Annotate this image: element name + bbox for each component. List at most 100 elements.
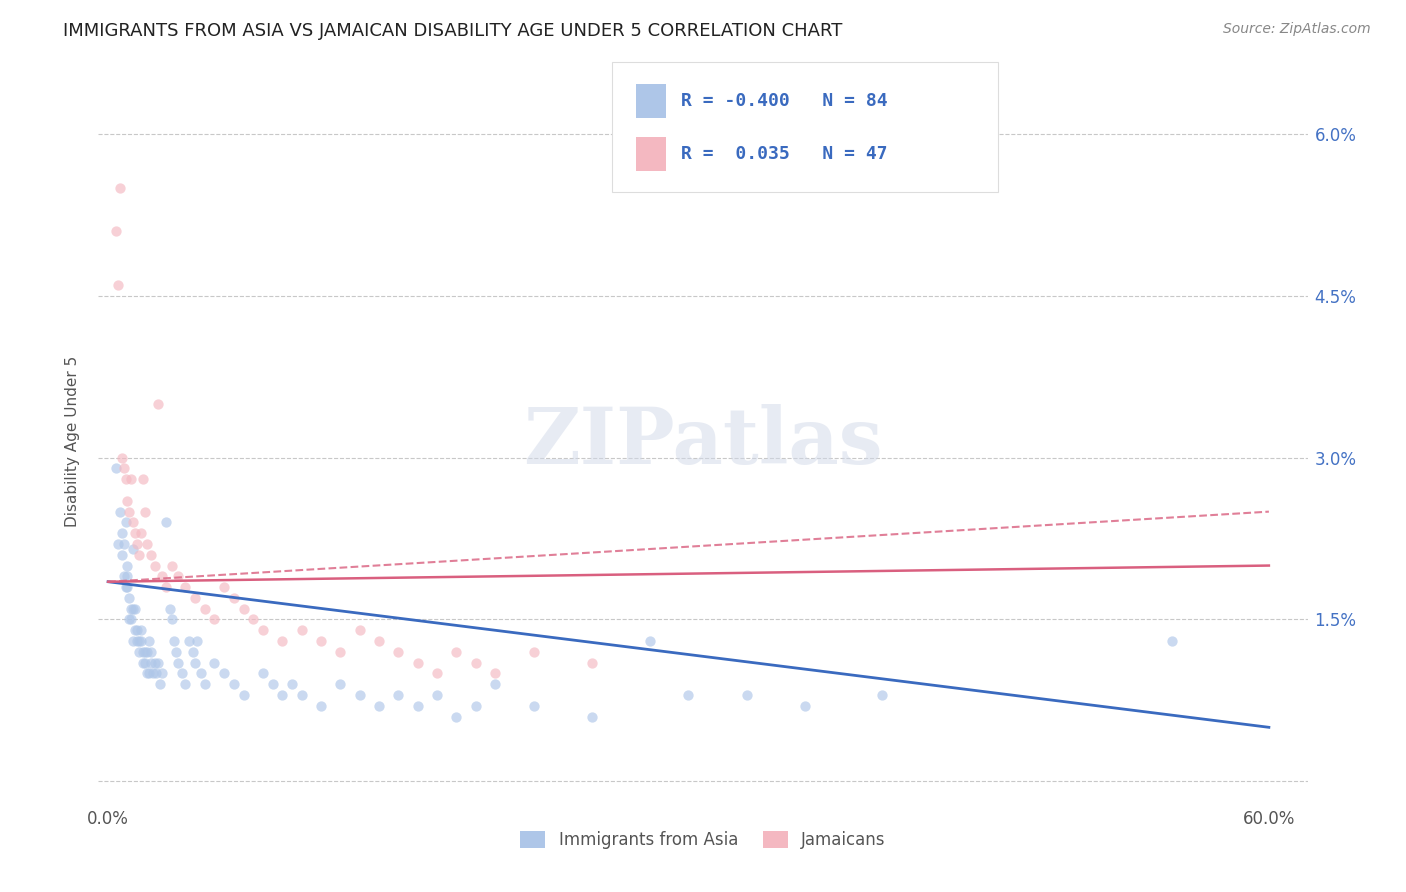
Point: [242, 612, 264, 626]
Point: [114, 580, 136, 594]
Point: [179, 634, 201, 648]
Point: [262, 677, 284, 691]
Point: [118, 612, 141, 626]
Point: [290, 688, 312, 702]
Point: [163, 634, 186, 648]
Point: [464, 656, 486, 670]
Text: R = -0.400   N = 84: R = -0.400 N = 84: [681, 92, 887, 110]
Point: [124, 624, 146, 638]
Point: [406, 698, 429, 713]
Point: [735, 688, 758, 702]
Point: [150, 666, 173, 681]
Point: [581, 656, 603, 670]
Point: [120, 612, 142, 626]
Point: [142, 666, 165, 681]
Point: [484, 677, 506, 691]
Point: [145, 666, 167, 681]
Point: [129, 526, 152, 541]
Point: [139, 548, 162, 562]
Point: [122, 516, 145, 530]
Point: [132, 656, 155, 670]
Point: [111, 548, 134, 562]
Point: [138, 634, 160, 648]
Point: [166, 569, 188, 583]
Point: [127, 634, 149, 648]
Point: [252, 624, 274, 638]
Point: [166, 656, 188, 670]
Point: [484, 666, 506, 681]
Point: [793, 698, 815, 713]
Point: [329, 645, 352, 659]
Point: [155, 516, 177, 530]
Point: [148, 656, 170, 670]
Legend: Immigrants from Asia, Jamaicans: Immigrants from Asia, Jamaicans: [513, 824, 893, 856]
Point: [150, 569, 173, 583]
Point: [108, 181, 131, 195]
Point: [127, 537, 149, 551]
Point: [114, 472, 136, 486]
Point: [186, 634, 208, 648]
Point: [160, 558, 183, 573]
Point: [143, 656, 166, 670]
Point: [117, 569, 139, 583]
Point: [120, 472, 142, 486]
Point: [160, 612, 183, 626]
Point: [124, 526, 146, 541]
Point: [190, 666, 212, 681]
Point: [232, 601, 254, 615]
Point: [271, 688, 294, 702]
Text: IMMIGRANTS FROM ASIA VS JAMAICAN DISABILITY AGE UNDER 5 CORRELATION CHART: IMMIGRANTS FROM ASIA VS JAMAICAN DISABIL…: [63, 22, 842, 40]
Point: [129, 634, 152, 648]
Point: [108, 505, 131, 519]
Point: [212, 580, 235, 594]
Point: [128, 645, 150, 659]
Point: [118, 591, 141, 605]
Point: [446, 645, 468, 659]
Point: [678, 688, 700, 702]
Point: [138, 666, 160, 681]
Point: [181, 645, 204, 659]
Text: R =  0.035   N = 47: R = 0.035 N = 47: [681, 145, 887, 162]
Point: [104, 224, 127, 238]
Point: [112, 537, 135, 551]
Point: [118, 505, 141, 519]
Point: [426, 666, 449, 681]
Point: [122, 601, 145, 615]
Point: [232, 688, 254, 702]
Text: ZIPatlas: ZIPatlas: [523, 403, 883, 480]
Point: [368, 634, 391, 648]
Point: [124, 601, 146, 615]
Point: [349, 688, 371, 702]
Point: [128, 548, 150, 562]
Point: [368, 698, 391, 713]
Point: [870, 688, 893, 702]
Point: [117, 558, 139, 573]
Point: [165, 645, 187, 659]
Point: [114, 516, 136, 530]
Point: [111, 450, 134, 465]
Point: [143, 558, 166, 573]
Point: [523, 645, 546, 659]
Point: [107, 278, 129, 293]
Y-axis label: Disability Age Under 5: Disability Age Under 5: [65, 356, 80, 527]
Point: [523, 698, 546, 713]
Point: [122, 634, 145, 648]
Point: [638, 634, 661, 648]
Point: [128, 634, 150, 648]
Point: [252, 666, 274, 681]
Point: [148, 397, 170, 411]
Point: [129, 624, 152, 638]
Point: [159, 601, 181, 615]
Point: [204, 656, 226, 670]
Point: [387, 688, 409, 702]
Point: [107, 537, 129, 551]
Point: [1161, 634, 1184, 648]
Point: [581, 709, 603, 723]
Point: [184, 656, 207, 670]
Point: [194, 601, 217, 615]
Point: [135, 666, 157, 681]
Point: [132, 472, 155, 486]
Point: [271, 634, 294, 648]
Point: [174, 580, 197, 594]
Point: [134, 656, 156, 670]
